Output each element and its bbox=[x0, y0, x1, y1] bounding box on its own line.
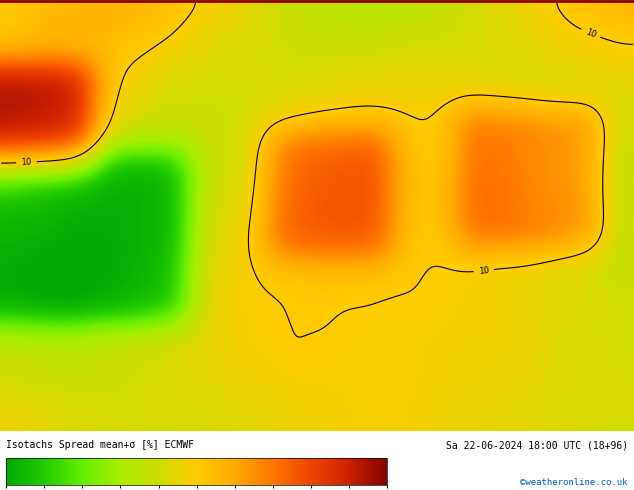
Text: 10: 10 bbox=[478, 266, 489, 275]
Text: ©weatheronline.co.uk: ©weatheronline.co.uk bbox=[520, 478, 628, 487]
Text: Isotachs Spread mean+σ [%] ECMWF: Isotachs Spread mean+σ [%] ECMWF bbox=[6, 440, 195, 450]
Text: 10: 10 bbox=[584, 27, 597, 40]
Text: Sa 22-06-2024 18:00 UTC (18+96): Sa 22-06-2024 18:00 UTC (18+96) bbox=[446, 440, 628, 450]
Text: 10: 10 bbox=[21, 157, 32, 167]
